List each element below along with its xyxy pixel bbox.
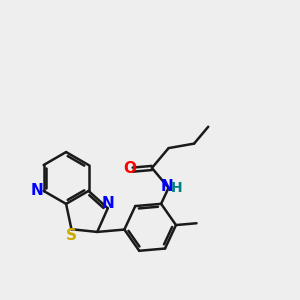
Text: N: N — [161, 179, 173, 194]
Text: N: N — [31, 183, 44, 198]
Text: O: O — [123, 161, 136, 176]
Text: N: N — [101, 196, 114, 211]
Text: S: S — [66, 228, 77, 243]
Text: H: H — [171, 181, 183, 195]
